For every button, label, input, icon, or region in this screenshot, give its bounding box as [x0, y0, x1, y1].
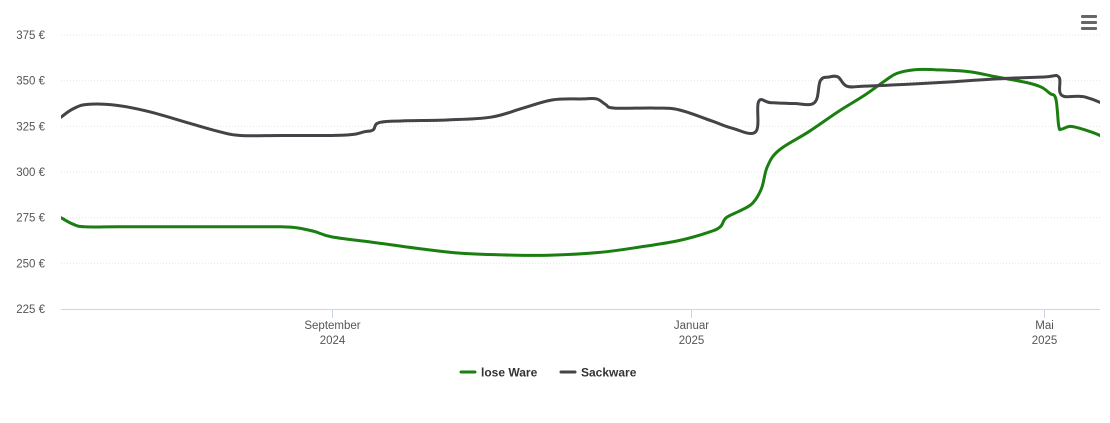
grid-lines — [61, 34, 1100, 264]
x-tick-label-year: 2024 — [320, 335, 346, 347]
x-tick-label-year: 2025 — [1032, 335, 1058, 347]
y-tick-label: 250 € — [16, 258, 45, 270]
hamburger-menu-icon[interactable] — [1078, 12, 1100, 32]
x-tick-label-month: Mai — [1035, 320, 1054, 332]
y-tick-label: 225 € — [16, 304, 45, 316]
x-tick-label-month: September — [304, 320, 360, 332]
x-tick-label-year: 2025 — [679, 335, 705, 347]
x-tick-label-month: Januar — [674, 320, 709, 332]
legend-label: Sackware — [581, 366, 637, 380]
x-axis: September 2024 Januar 2025 Mai 2025 — [61, 309, 1100, 347]
series-line-lose-ware[interactable] — [61, 67, 1110, 257]
legend-item[interactable]: Sackware — [559, 366, 637, 380]
y-tick-label: 275 € — [16, 213, 45, 225]
legend[interactable]: lose Ware Sackware — [459, 366, 637, 380]
series-line-sackware[interactable] — [61, 73, 1110, 138]
legend-label: lose Ware — [481, 366, 538, 380]
y-tick-label: 375 € — [16, 30, 45, 42]
legend-item[interactable]: lose Ware — [459, 366, 538, 380]
y-tick-label: 325 € — [16, 121, 45, 133]
y-tick-label: 350 € — [16, 76, 45, 88]
y-axis: 225 € 250 € 275 € 300 € 325 € 350 € 375 € — [16, 30, 45, 316]
plot-area[interactable] — [61, 67, 1110, 257]
y-tick-label: 300 € — [16, 167, 45, 179]
